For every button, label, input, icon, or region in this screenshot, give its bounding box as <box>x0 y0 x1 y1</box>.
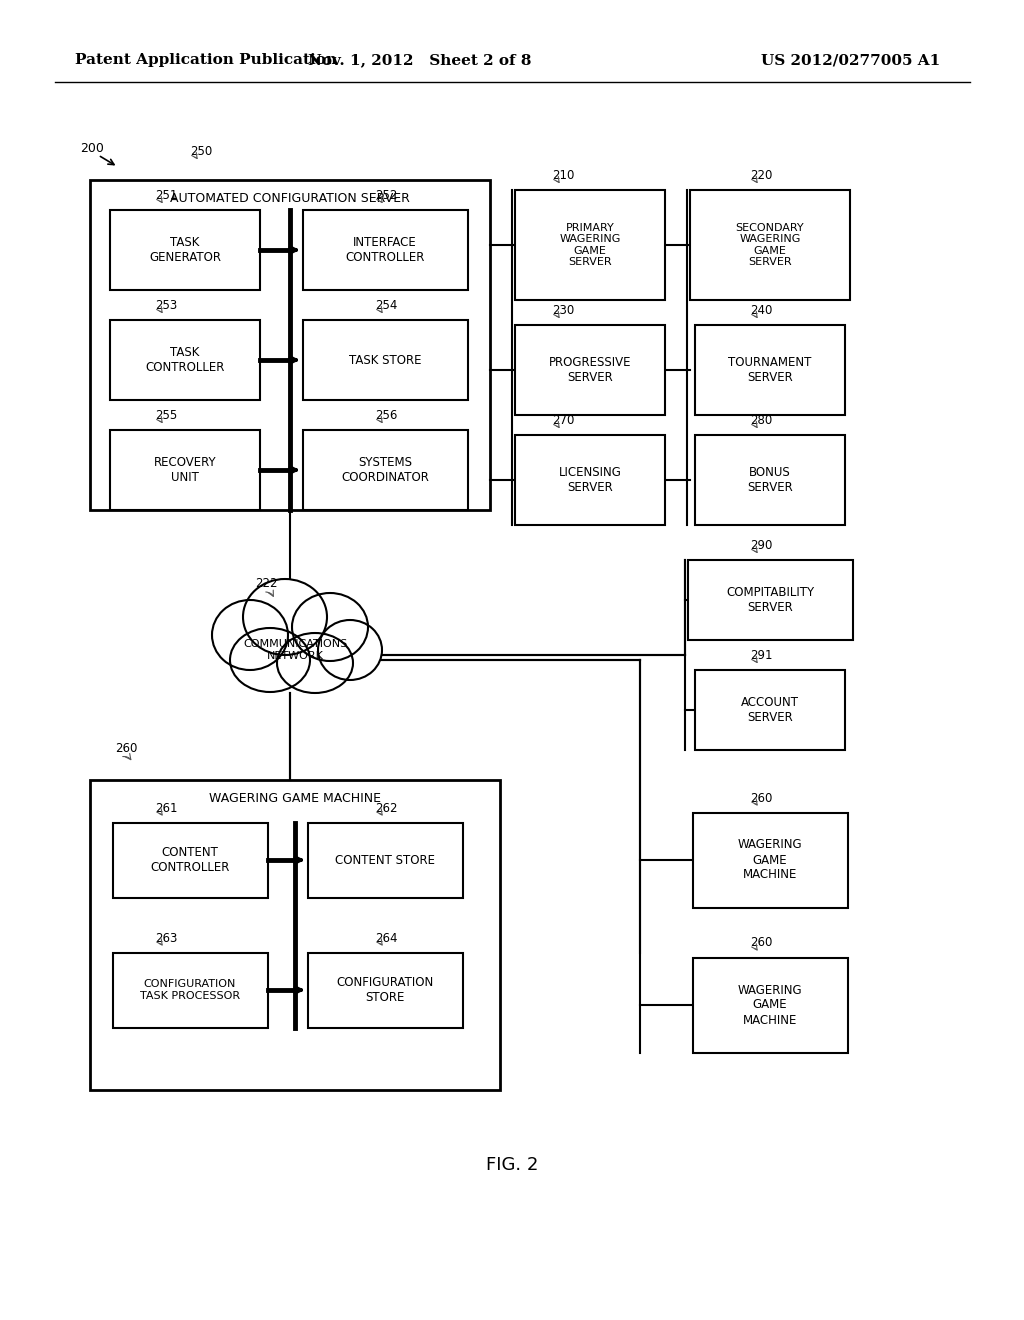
Text: WAGERING
GAME
MACHINE: WAGERING GAME MACHINE <box>737 983 803 1027</box>
Bar <box>690 190 850 300</box>
Ellipse shape <box>292 593 368 661</box>
Text: FIG. 2: FIG. 2 <box>485 1156 539 1173</box>
Text: CONFIGURATION
STORE: CONFIGURATION STORE <box>336 975 433 1005</box>
Text: SECONDARY
WAGERING
GAME
SERVER: SECONDARY WAGERING GAME SERVER <box>735 223 804 268</box>
Text: 290: 290 <box>750 539 772 552</box>
Text: 264: 264 <box>375 932 397 945</box>
Text: 251: 251 <box>155 189 177 202</box>
Text: INTERFACE
CONTROLLER: INTERFACE CONTROLLER <box>345 236 425 264</box>
Text: SYSTEMS
COORDINATOR: SYSTEMS COORDINATOR <box>341 455 429 484</box>
Text: 210: 210 <box>552 169 574 182</box>
Text: COMPITABILITY
SERVER: COMPITABILITY SERVER <box>726 586 814 614</box>
Bar <box>687 560 853 640</box>
Bar <box>692 813 848 908</box>
Text: 250: 250 <box>190 145 212 158</box>
Ellipse shape <box>318 620 382 680</box>
Bar <box>302 210 468 290</box>
Text: 230: 230 <box>552 304 574 317</box>
Text: 255: 255 <box>155 409 177 422</box>
Bar <box>302 430 468 510</box>
Text: 270: 270 <box>552 414 574 426</box>
Text: 256: 256 <box>375 409 397 422</box>
Bar <box>110 430 260 510</box>
Text: Nov. 1, 2012   Sheet 2 of 8: Nov. 1, 2012 Sheet 2 of 8 <box>308 53 531 67</box>
Text: WAGERING
GAME
MACHINE: WAGERING GAME MACHINE <box>737 838 803 882</box>
Ellipse shape <box>230 628 310 692</box>
Bar <box>695 325 845 414</box>
Text: TOURNAMENT
SERVER: TOURNAMENT SERVER <box>728 356 812 384</box>
Text: 260: 260 <box>750 936 772 949</box>
Ellipse shape <box>212 601 288 671</box>
Bar <box>515 190 665 300</box>
Bar <box>113 953 267 1027</box>
Text: 200: 200 <box>80 143 103 154</box>
Bar <box>695 671 845 750</box>
Bar <box>515 325 665 414</box>
Text: TASK
CONTROLLER: TASK CONTROLLER <box>145 346 224 374</box>
Bar <box>302 319 468 400</box>
Bar <box>695 436 845 525</box>
Text: 280: 280 <box>750 414 772 426</box>
Bar <box>90 780 500 1090</box>
Text: 291: 291 <box>750 649 772 663</box>
Ellipse shape <box>278 634 353 693</box>
Bar <box>90 180 490 510</box>
Text: WAGERING GAME MACHINE: WAGERING GAME MACHINE <box>209 792 381 804</box>
Text: TASK
GENERATOR: TASK GENERATOR <box>150 236 221 264</box>
Text: RECOVERY
UNIT: RECOVERY UNIT <box>154 455 216 484</box>
Text: 254: 254 <box>375 300 397 312</box>
Bar <box>307 953 463 1027</box>
Text: 260: 260 <box>115 742 137 755</box>
Text: CONFIGURATION
TASK PROCESSOR: CONFIGURATION TASK PROCESSOR <box>140 979 240 1001</box>
Text: 260: 260 <box>750 792 772 804</box>
Text: 222: 222 <box>255 577 278 590</box>
Text: 262: 262 <box>375 801 397 814</box>
Bar <box>110 319 260 400</box>
Text: ACCOUNT
SERVER: ACCOUNT SERVER <box>741 696 799 723</box>
Text: 263: 263 <box>155 932 177 945</box>
Text: CONTENT STORE: CONTENT STORE <box>335 854 435 866</box>
Text: 253: 253 <box>155 300 177 312</box>
Ellipse shape <box>243 579 327 655</box>
Text: BONUS
SERVER: BONUS SERVER <box>748 466 793 494</box>
Bar <box>692 957 848 1052</box>
Text: TASK STORE: TASK STORE <box>349 354 421 367</box>
Bar <box>515 436 665 525</box>
Bar <box>307 822 463 898</box>
Text: PROGRESSIVE
SERVER: PROGRESSIVE SERVER <box>549 356 631 384</box>
Text: 261: 261 <box>155 801 177 814</box>
Bar <box>110 210 260 290</box>
Text: PRIMARY
WAGERING
GAME
SERVER: PRIMARY WAGERING GAME SERVER <box>559 223 621 268</box>
Text: CONTENT
CONTROLLER: CONTENT CONTROLLER <box>151 846 229 874</box>
Bar <box>113 822 267 898</box>
Text: Patent Application Publication: Patent Application Publication <box>75 53 337 67</box>
Text: 252: 252 <box>375 189 397 202</box>
Text: LICENSING
SERVER: LICENSING SERVER <box>558 466 622 494</box>
Text: 240: 240 <box>750 304 772 317</box>
Text: US 2012/0277005 A1: US 2012/0277005 A1 <box>761 53 940 67</box>
Text: AUTOMATED CONFIGURATION SERVER: AUTOMATED CONFIGURATION SERVER <box>170 191 410 205</box>
Text: COMMUNICATIONS
NETWORK: COMMUNICATIONS NETWORK <box>243 639 347 661</box>
Text: 220: 220 <box>750 169 772 182</box>
